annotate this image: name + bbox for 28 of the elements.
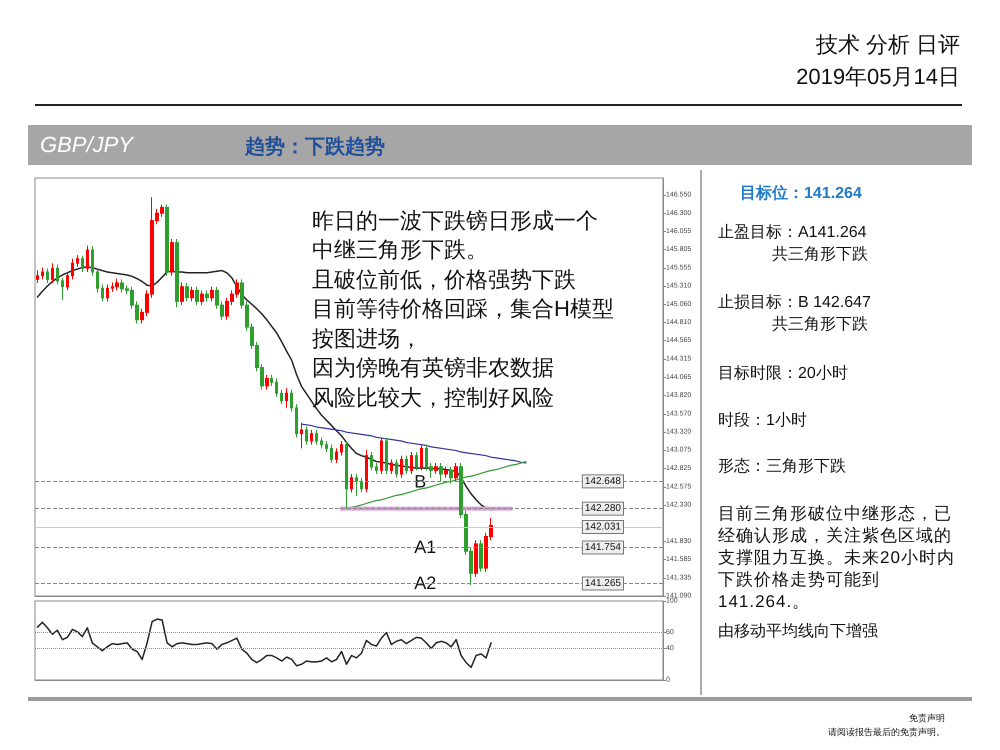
- annotation: 中继三角形下跌。: [312, 236, 488, 264]
- ref-line-label: 141.265: [584, 578, 622, 590]
- chart-title: GBP/JPY: [40, 132, 133, 158]
- text: 形态：三角形下跌: [718, 456, 846, 477]
- annotation: 风险比较大，控制好风险: [312, 384, 554, 412]
- annotation: 按图进场，: [312, 325, 422, 353]
- annotation: 目前等待价格回踩，集合H模型: [312, 295, 614, 323]
- text: 目前三角形破位中继形态，已经确认形成，关注紫色区域的支撑阻力互换。未来20小时内下跌价格走势可能到141.264.。: [718, 503, 956, 613]
- ref-line-label: 141.754: [584, 542, 622, 554]
- chart-subtitle: 趋势：下跌趋势: [245, 135, 385, 160]
- annotation: 且破位前低，价格强势下跌: [312, 266, 576, 294]
- annotation: A2: [414, 573, 436, 594]
- text: 目标位：141.264: [740, 184, 862, 204]
- text: 免责声明: [909, 712, 945, 725]
- annotation: 昨日的一波下跌镑日形成一个: [312, 207, 598, 235]
- text: 时段：1小时: [718, 410, 807, 431]
- text: 止损目标：B 142.647 共三角形下跌: [718, 292, 871, 335]
- annotation: 因为傍晚有英镑非农数据: [312, 354, 554, 382]
- ref-line-label: 142.648: [584, 476, 622, 487]
- text: 2019年05月14日: [796, 63, 960, 91]
- annotation: A1: [414, 537, 436, 558]
- text: 止盈目标：A141.264 共三角形下跌: [718, 222, 868, 265]
- ref-line-label: 142.031: [584, 521, 622, 532]
- text: 目标时限：20小时: [718, 364, 848, 384]
- ref-line-label: 142.280: [584, 503, 622, 514]
- text: 请阅读报告最后的免责声明。: [828, 726, 945, 739]
- text: 技术 分析 日评: [816, 31, 960, 59]
- text: 由移动平均线向下增强: [718, 622, 878, 642]
